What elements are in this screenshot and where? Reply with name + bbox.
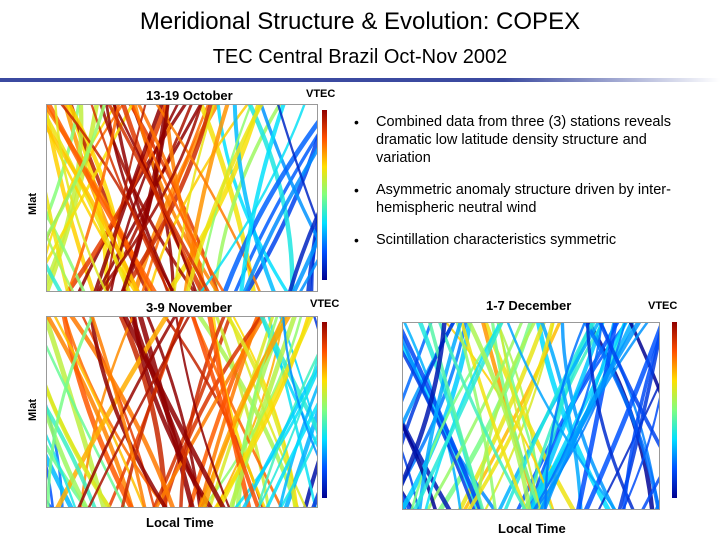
tec-plot-november bbox=[46, 316, 318, 508]
bullet-dot: • bbox=[354, 182, 359, 198]
tec-plot-december bbox=[402, 322, 660, 510]
bullet-text: Asymmetric anomaly structure driven by i… bbox=[376, 182, 671, 216]
colorbar-october bbox=[322, 110, 327, 280]
panel-label-october: 13-19 October bbox=[146, 88, 233, 103]
vtec-label-november: VTEC bbox=[310, 298, 340, 310]
bullet-item: • Combined data from three (3) stations … bbox=[354, 113, 704, 167]
vtec-label-october: VTEC bbox=[306, 88, 336, 100]
panel-label-december: 1-7 December bbox=[486, 298, 572, 313]
panel-label-november: 3-9 November bbox=[146, 300, 232, 315]
title-rule bbox=[0, 78, 720, 82]
slide-subtitle: TEC Central Brazil Oct-Nov 2002 bbox=[212, 46, 508, 68]
mlat-label-bottom: Mlat bbox=[27, 399, 39, 421]
vtec-label-december: VTEC bbox=[648, 300, 678, 312]
slide-title: Meridional Structure & Evolution: COPEX bbox=[139, 8, 581, 35]
bullet-list: • Combined data from three (3) stations … bbox=[354, 113, 704, 263]
bullet-dot: • bbox=[354, 232, 359, 248]
bullet-item: • Asymmetric anomaly structure driven by… bbox=[354, 181, 704, 217]
local-time-label-november: Local Time bbox=[146, 515, 214, 530]
bullet-text: Scintillation characteristics symmetric bbox=[376, 232, 617, 248]
colorbar-november bbox=[322, 322, 327, 498]
local-time-label-december: Local Time bbox=[498, 521, 566, 536]
mlat-label-top: Mlat bbox=[27, 193, 39, 215]
colorbar-december bbox=[672, 322, 677, 498]
bullet-text: Combined data from three (3) stations re… bbox=[376, 114, 671, 166]
bullet-dot: • bbox=[354, 114, 359, 130]
tec-plot-october bbox=[46, 104, 318, 292]
bullet-item: • Scintillation characteristics symmetri… bbox=[354, 231, 704, 249]
